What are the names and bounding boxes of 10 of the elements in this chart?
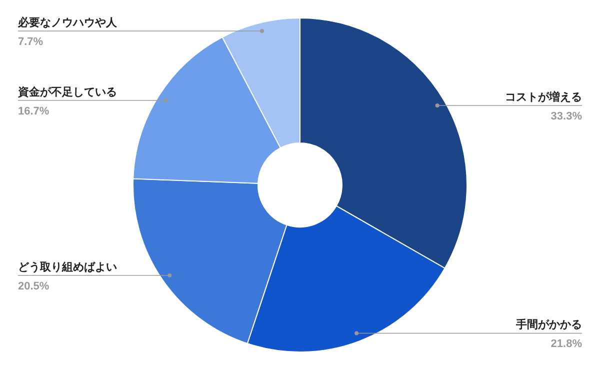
data-label: 33.3%	[550, 110, 582, 123]
slice-label: 資金が不足している	[17, 85, 117, 98]
data-label: 20.5%	[18, 280, 50, 292]
slice-label: どう取り組めばよい	[18, 260, 117, 274]
data-label: 21.8%	[550, 338, 582, 350]
slice-label: コストが増える	[505, 90, 582, 104]
slice-label: 必要なノウハウや人	[17, 16, 118, 29]
data-label: 7.7%	[18, 36, 44, 48]
data-label: 16.7%	[18, 105, 50, 118]
slice-label: 手間がかかる	[515, 318, 582, 332]
